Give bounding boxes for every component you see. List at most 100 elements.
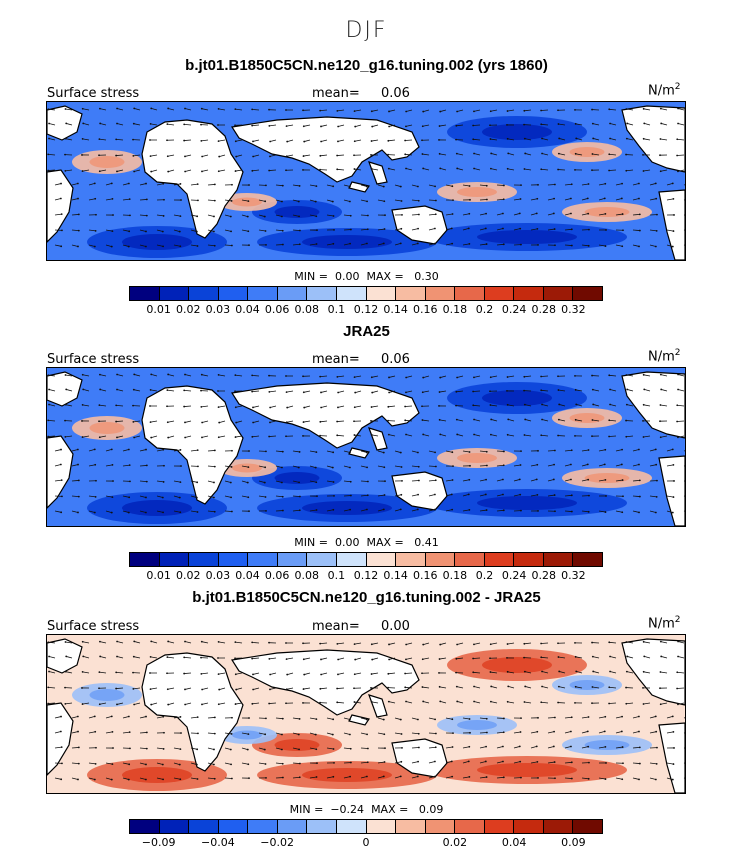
colorbar-tick-label: 0.04: [235, 303, 260, 316]
panel-2-title: JRA25: [343, 323, 390, 340]
colorbar-tick-label: 0.28: [531, 303, 557, 316]
colorbar-tick-label: 0.02: [442, 836, 468, 849]
colorbar-swatch: [336, 287, 367, 300]
colorbar-swatch: [573, 553, 602, 566]
colorbar-swatch: [159, 287, 190, 300]
colorbar-swatch: [159, 820, 190, 833]
colorbar-swatch: [307, 287, 337, 300]
colorbar-tick-label: 0.14: [383, 569, 408, 582]
colorbar-tick-label: 0.2: [475, 569, 494, 582]
colorbar-tick-label: 0.03: [205, 303, 231, 316]
colorbar-swatch: [543, 287, 574, 300]
colorbar-swatch: [248, 820, 278, 833]
panel-1-mean-label: mean=: [312, 86, 360, 101]
panel-2-mean-value: 0.06: [381, 352, 410, 367]
colorbar-tick-label: 0.28: [531, 569, 557, 582]
panel-2-map: [46, 367, 686, 527]
panel-3-field-label: Surface stress: [47, 619, 140, 634]
colorbar-tick-label: 0.12: [353, 303, 379, 316]
colorbar-tick-label: 0.01: [146, 303, 171, 316]
colorbar-swatch: [484, 820, 515, 833]
colorbar-swatch: [514, 820, 544, 833]
colorbar-tick-label: 0.14: [383, 303, 408, 316]
panel-1-colorbar-ticks: 0.01 0.02 0.03 0.04 0.06 0.08 0.1 0.12 0.14 0.16 0…: [0, 303, 733, 317]
colorbar-tick-label: 0.1: [327, 569, 346, 582]
colorbar-tick-label: 0.08: [294, 303, 320, 316]
colorbar-swatch: [336, 820, 367, 833]
colorbar-swatch: [425, 287, 456, 300]
colorbar-swatch: [455, 820, 485, 833]
colorbar-tick-label: 0.32: [561, 569, 586, 582]
colorbar-swatch: [396, 553, 426, 566]
colorbar-swatch: [130, 287, 160, 300]
panel-2-colorbar: [129, 552, 603, 567]
colorbar-tick-label: 0.24: [501, 569, 527, 582]
colorbar-swatch: [455, 553, 485, 566]
panel-1-map: [46, 101, 686, 261]
colorbar-swatch: [189, 820, 219, 833]
colorbar-swatch: [307, 820, 337, 833]
colorbar-swatch: [425, 820, 456, 833]
panel-2-minmax: MIN = 0.00 MAX = 0.41: [294, 536, 439, 549]
colorbar-swatch: [218, 820, 249, 833]
colorbar-tick-label: 0.18: [442, 569, 468, 582]
colorbar-tick-label: −0.02: [260, 836, 294, 849]
colorbar-tick-label: 0.03: [205, 569, 231, 582]
colorbar-tick-label: 0.01: [146, 569, 171, 582]
colorbar-swatch: [248, 553, 278, 566]
colorbar-tick-label: 0.06: [264, 569, 290, 582]
colorbar-tick-label: 0.02: [176, 303, 201, 316]
colorbar-tick-label: 0.06: [264, 303, 290, 316]
panel-1-minmax: MIN = 0.00 MAX = 0.30: [294, 270, 439, 283]
colorbar-swatch: [366, 287, 397, 300]
colorbar-swatch: [248, 287, 278, 300]
panel-1-units: N/m2: [648, 82, 681, 99]
panel-1-field-label: Surface stress: [47, 86, 140, 101]
colorbar-swatch: [573, 287, 602, 300]
panel-2-colorbar-ticks: 0.01 0.02 0.03 0.04 0.06 0.08 0.1 0.12 0.14 0.16 0…: [0, 569, 733, 583]
colorbar-swatch: [484, 287, 515, 300]
colorbar-swatch: [218, 553, 249, 566]
colorbar-tick-label: −0.04: [201, 836, 235, 849]
colorbar-tick-label: 0.32: [561, 303, 586, 316]
colorbar-swatch: [573, 820, 602, 833]
colorbar-swatch: [514, 287, 544, 300]
colorbar-swatch: [455, 287, 485, 300]
colorbar-swatch: [159, 553, 190, 566]
panel-3-map-graphic: [47, 635, 685, 793]
colorbar-tick-label: 0.09: [561, 836, 586, 849]
colorbar-tick-label: 0.18: [442, 303, 468, 316]
panel-2-units: N/m2: [648, 348, 681, 365]
colorbar-swatch: [484, 553, 515, 566]
panel-1-colorbar: [129, 286, 603, 301]
season-title: DJF: [345, 18, 388, 43]
panel-3-minmax: MIN = −0.24 MAX = 0.09: [289, 803, 444, 816]
colorbar-tick-label: 0.16: [413, 303, 438, 316]
colorbar-swatch: [130, 553, 160, 566]
colorbar-swatch: [336, 553, 367, 566]
panel-3-mean-label: mean=: [312, 619, 360, 634]
panel-2-mean-label: mean=: [312, 352, 360, 367]
colorbar-swatch: [277, 553, 308, 566]
colorbar-swatch: [366, 820, 397, 833]
colorbar-swatch: [543, 553, 574, 566]
colorbar-swatch: [425, 553, 456, 566]
colorbar-tick-label: 0.24: [501, 303, 527, 316]
colorbar-tick-label: 0: [362, 836, 370, 849]
panel-1-mean-value: 0.06: [381, 86, 410, 101]
colorbar-swatch: [307, 553, 337, 566]
colorbar-swatch: [189, 287, 219, 300]
colorbar-tick-label: 0.04: [235, 569, 260, 582]
panel-3-title: b.jt01.B1850C5CN.ne120_g16.tuning.002 - …: [192, 589, 541, 606]
colorbar-swatch: [277, 820, 308, 833]
panel-3-colorbar-ticks: −0.09 −0.04 −0.02 0 0.02 0.04 0.09: [0, 836, 733, 850]
panel-3-colorbar: [129, 819, 603, 834]
panel-2-field-label: Surface stress: [47, 352, 140, 367]
colorbar-tick-label: 0.12: [353, 569, 379, 582]
colorbar-tick-label: 0.08: [294, 569, 320, 582]
colorbar-swatch: [543, 820, 574, 833]
colorbar-tick-label: 0.1: [327, 303, 346, 316]
colorbar-swatch: [514, 553, 544, 566]
colorbar-tick-label: 0.16: [413, 569, 438, 582]
colorbar-tick-label: 0.04: [501, 836, 527, 849]
